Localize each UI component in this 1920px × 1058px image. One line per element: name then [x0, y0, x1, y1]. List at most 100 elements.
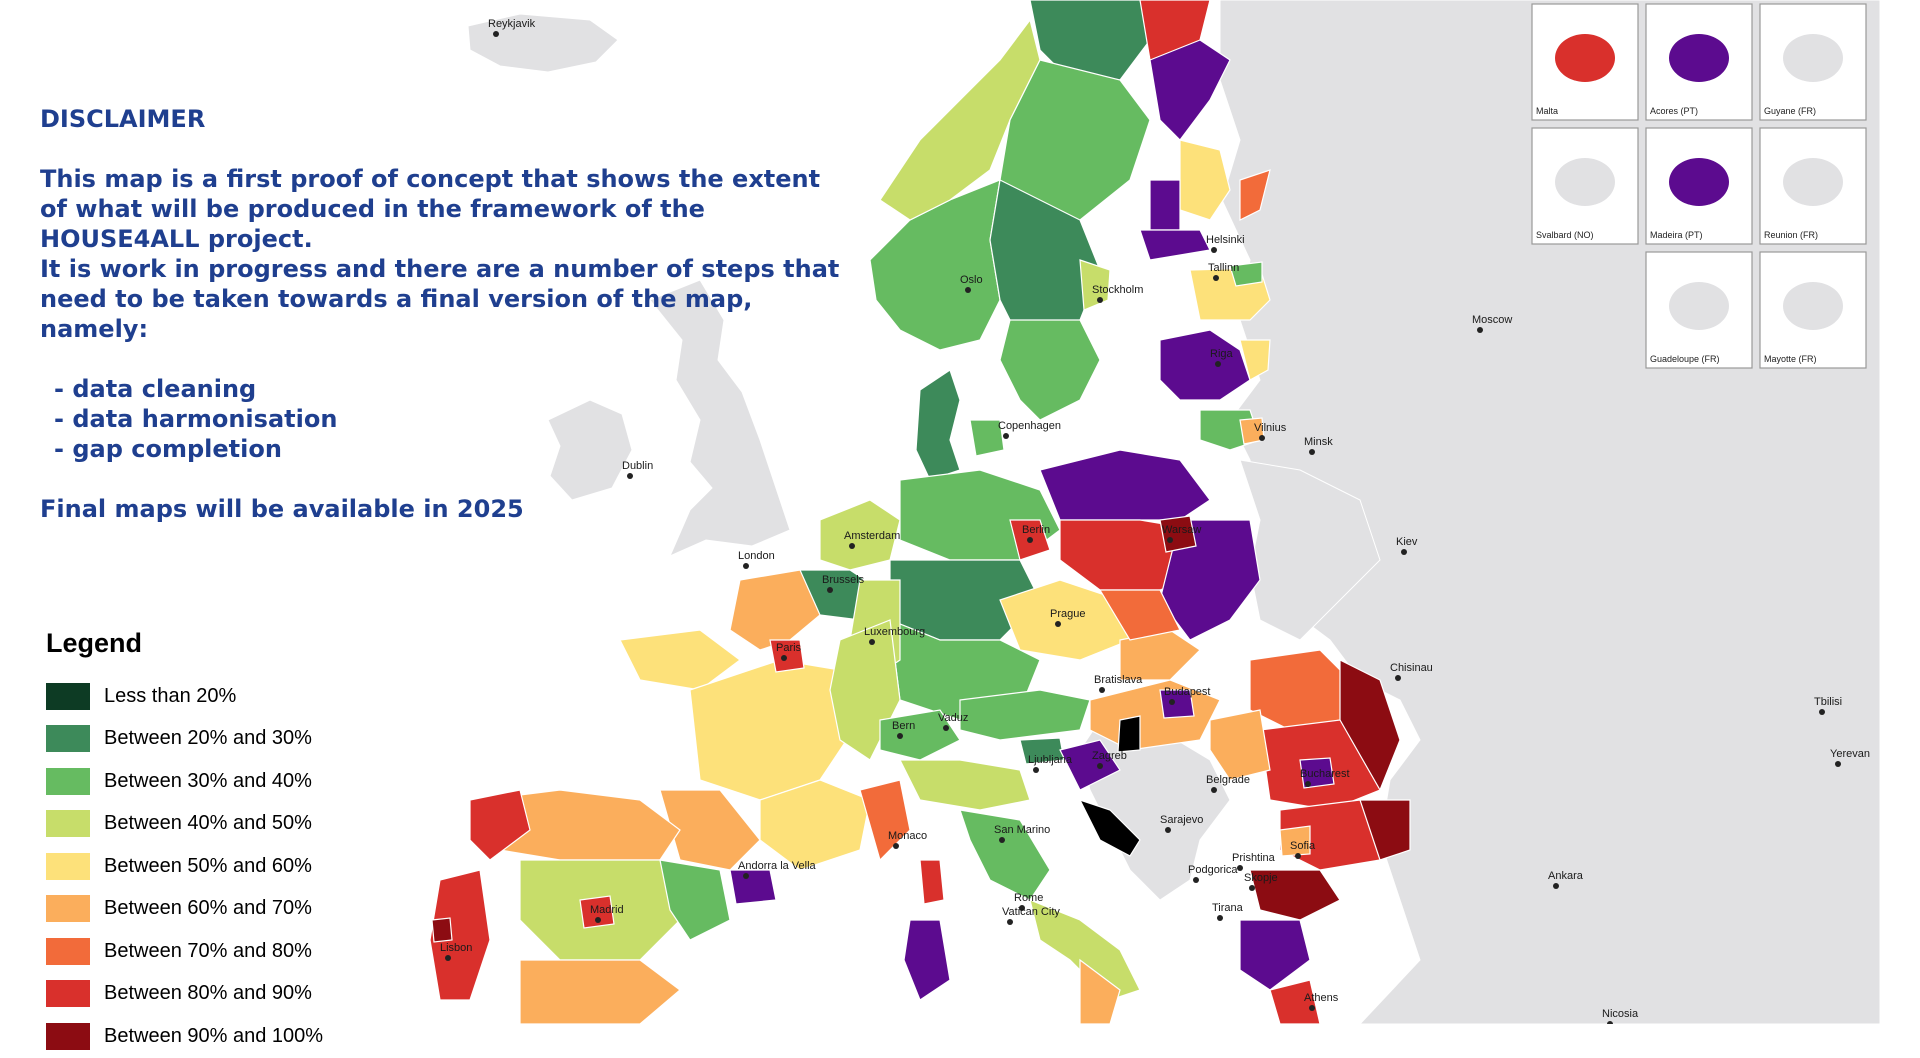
- region-helsinki: [1139, 229, 1211, 261]
- region-catalonia: [729, 869, 777, 905]
- region-bulgaria-east: [1359, 799, 1411, 861]
- region-finland-north2: [1149, 39, 1231, 141]
- legend-label: Between 20% and 30%: [104, 727, 312, 750]
- city-marker: [1305, 781, 1311, 787]
- disclaimer-line: need to be taken towards a final version…: [40, 285, 753, 313]
- region-sofia: [1279, 825, 1311, 857]
- legend-label: Less than 20%: [104, 684, 237, 707]
- city-marker: [781, 655, 787, 661]
- region-greece-north: [1249, 869, 1341, 921]
- city-marker: [493, 31, 499, 37]
- city-marker: [1003, 433, 1009, 439]
- inset-panels: Malta Acores (PT) Guyane (FR) Svalbard (NO)…: [1531, 3, 1867, 369]
- city-marker: [1835, 761, 1841, 767]
- region-greece-south: [1269, 979, 1321, 1024]
- disclaimer-title: DISCLAIMER: [40, 105, 206, 133]
- city-label: Tallinn: [1208, 262, 1239, 274]
- region-spain-east: [659, 859, 731, 941]
- region-croatia-coast: [1078, 798, 1141, 857]
- region-paris: [769, 639, 805, 673]
- city-marker: [1309, 1005, 1315, 1011]
- inset-territory: [1555, 158, 1615, 206]
- city-label: Budapest: [1164, 686, 1210, 698]
- legend-item: Between 20% and 30%: [46, 718, 366, 761]
- city-label: Tbilisi: [1814, 696, 1842, 708]
- city-label: Sarajevo: [1160, 814, 1203, 826]
- city-marker: [1193, 877, 1199, 883]
- city-marker: [1097, 297, 1103, 303]
- region-bucharest: [1299, 757, 1335, 789]
- inset-panel: Guyane (FR): [1759, 3, 1867, 121]
- disclaimer-line: namely:: [40, 315, 149, 343]
- city-marker: [1295, 853, 1301, 859]
- disclaimer-line: This map is a first proof of concept tha…: [40, 165, 821, 193]
- region-zealand: [969, 419, 1005, 457]
- inset-label: Malta: [1536, 106, 1558, 116]
- city-label: Rome: [1014, 892, 1043, 904]
- city-label: Nicosia: [1602, 1008, 1639, 1020]
- city-marker: [869, 639, 875, 645]
- map-legend: Legend Less than 20% Between 20% and 30% B…: [46, 628, 366, 1058]
- legend-title: Legend: [46, 628, 143, 658]
- city-marker: [849, 543, 855, 549]
- inset-territory: [1783, 282, 1843, 330]
- disclaimer-line: of what will be produced in the framewor…: [40, 195, 705, 223]
- inset-label: Svalbard (NO): [1536, 230, 1594, 240]
- city-marker: [1217, 915, 1223, 921]
- region-sardinia: [903, 919, 951, 1001]
- region-spain-north: [479, 789, 681, 861]
- legend-label: Between 70% and 80%: [104, 939, 312, 962]
- inset-panel: Guadeloupe (FR): [1645, 251, 1753, 369]
- city-marker: [1027, 537, 1033, 543]
- city-marker: [1401, 549, 1407, 555]
- city-label: Berlin: [1022, 524, 1050, 536]
- inset-label: Guadeloupe (FR): [1650, 354, 1720, 364]
- city-marker: [943, 725, 949, 731]
- region-france-southwest: [659, 789, 761, 871]
- iceland: [467, 13, 619, 73]
- city-marker: [1395, 675, 1401, 681]
- legend-item: Between 50% and 60%: [46, 845, 366, 888]
- choropleth-map: Reykjavik Oslo Stockholm Helsinki Tallinn Rig…: [430, 0, 1880, 1024]
- disclaimer-line: It is work in progress and there are a n…: [40, 255, 840, 283]
- city-marker: [1007, 919, 1013, 925]
- legend-label: Between 90% and 100%: [104, 1024, 324, 1047]
- disclaimer-step: data harmonisation: [54, 404, 800, 434]
- city-marker: [965, 287, 971, 293]
- disclaimer-lines: This map is a first proof of concept tha…: [40, 164, 840, 344]
- inset-territory: [1783, 158, 1843, 206]
- legend-item: Between 30% and 40%: [46, 760, 366, 803]
- inset-territory: [1555, 34, 1615, 82]
- inset-panel: Malta: [1531, 3, 1639, 121]
- city-label: Vilnius: [1254, 422, 1287, 434]
- city-label: Chisinau: [1390, 662, 1433, 674]
- legend-swatch: [46, 937, 90, 965]
- inset-label: Reunion (FR): [1764, 230, 1818, 240]
- city-label: San Marino: [994, 824, 1050, 836]
- city-marker: [1033, 767, 1039, 773]
- city-label: Podgorica: [1188, 864, 1238, 876]
- region-sweden-south: [999, 319, 1101, 421]
- city-label: Warsaw: [1162, 524, 1201, 536]
- region-spain-northwest: [469, 789, 531, 861]
- inset-panel: Reunion (FR): [1759, 127, 1867, 245]
- inset-label: Mayotte (FR): [1764, 354, 1817, 364]
- city-marker: [1097, 763, 1103, 769]
- legend-items: Less than 20% Between 20% and 30% Between …: [46, 675, 366, 1058]
- city-marker: [999, 837, 1005, 843]
- legend-swatch: [46, 810, 90, 838]
- inset-territory: [1669, 158, 1729, 206]
- city-marker: [1819, 709, 1825, 715]
- city-label: Brussels: [822, 574, 865, 586]
- legend-swatch: [46, 725, 90, 753]
- city-marker: [1249, 885, 1255, 891]
- city-label: Minsk: [1304, 436, 1333, 448]
- disclaimer-step: gap completion: [54, 434, 800, 464]
- city-marker: [1213, 275, 1219, 281]
- city-labels: Reykjavik Oslo Stockholm Helsinki Tallinn Rig…: [440, 18, 1870, 1024]
- city-marker: [743, 563, 749, 569]
- disclaimer-block: DISCLAIMER This map is a first proof of …: [40, 104, 840, 524]
- city-marker: [1165, 827, 1171, 833]
- city-marker: [897, 733, 903, 739]
- city-label: Stockholm: [1092, 284, 1143, 296]
